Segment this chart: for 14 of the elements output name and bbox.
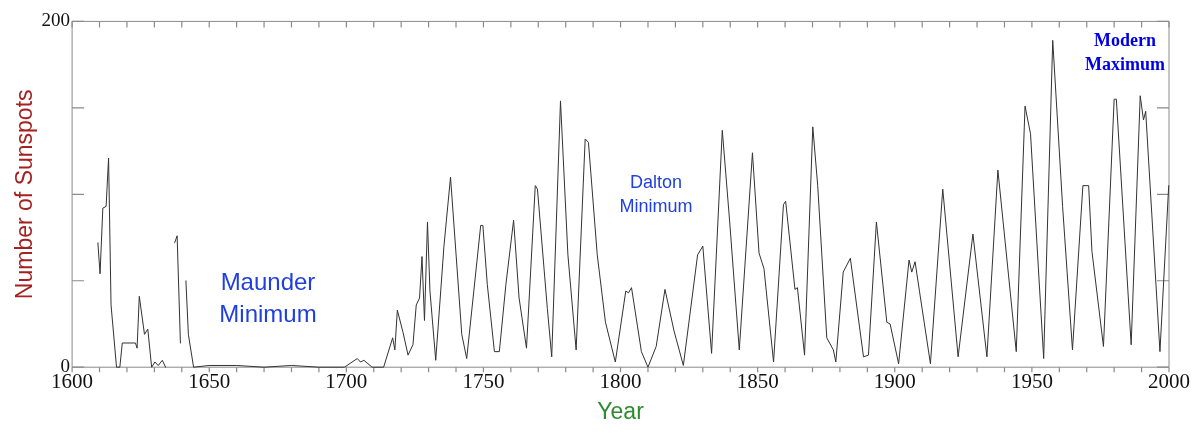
x-tick-label: 1800	[599, 369, 642, 394]
y-tick-label: 200	[41, 9, 71, 31]
x-tick-label: 1750	[462, 369, 505, 394]
annotation: Modern Maximum	[1084, 29, 1166, 77]
x-tick-label: 1950	[1010, 369, 1053, 394]
annotation: Maunder Minimum	[218, 267, 318, 330]
annotation: Dalton Minimum	[618, 171, 694, 219]
x-axis-title: Year	[597, 397, 645, 424]
y-axis-title: Number of Sunspots	[11, 89, 38, 300]
x-tick-label: 1650	[188, 369, 231, 394]
x-tick-label: 2000	[1148, 369, 1190, 394]
x-tick-label: 1700	[325, 369, 368, 394]
x-tick-label: 1900	[873, 369, 916, 394]
x-tick-label: 1850	[736, 369, 779, 394]
